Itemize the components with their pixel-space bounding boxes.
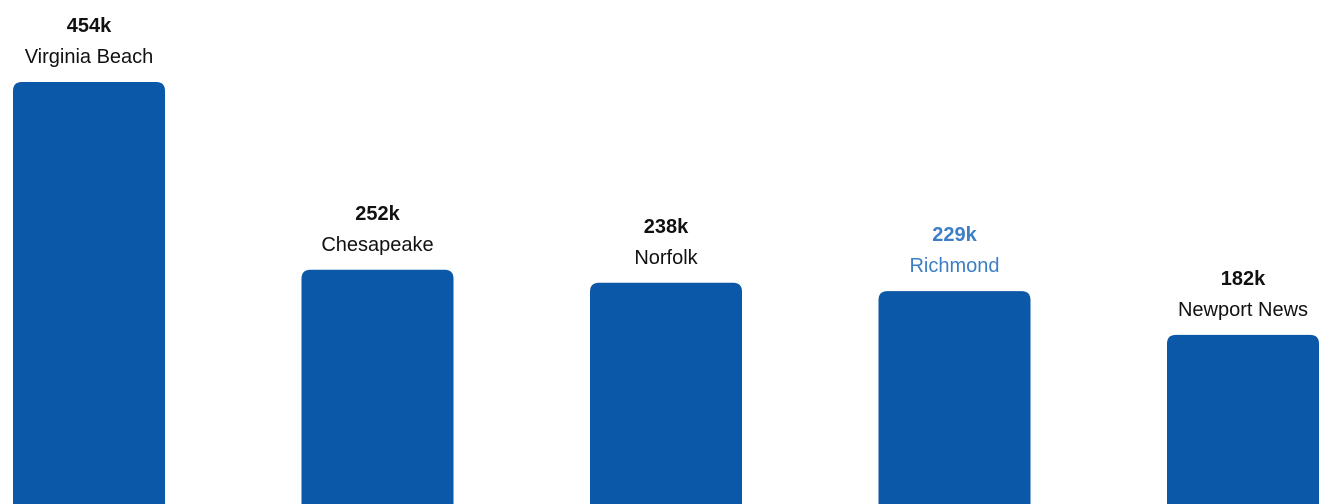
bar-chesapeake [301,269,454,504]
value-label-virginia-beach: 454k [67,15,112,37]
category-label-richmond: Richmond [909,255,999,277]
bar-norfolk [590,282,742,504]
value-label-newport-news: 182k [1221,268,1266,290]
category-label-norfolk: Norfolk [634,247,698,269]
category-label-virginia-beach: Virginia Beach [25,46,154,68]
value-label-norfolk: 238k [644,216,689,238]
category-label-chesapeake: Chesapeake [321,234,433,256]
value-label-richmond: 229k [932,224,977,246]
bars-group [13,82,1319,504]
bar-virginia-beach [13,82,165,504]
category-label-newport-news: Newport News [1178,299,1308,321]
bar-newport-news [1167,334,1319,504]
labels-group: Virginia Beach 454k Chesapeake 252k Norfolk 2… [25,15,1308,321]
bar-richmond [878,291,1031,504]
value-label-chesapeake: 252k [355,203,400,225]
